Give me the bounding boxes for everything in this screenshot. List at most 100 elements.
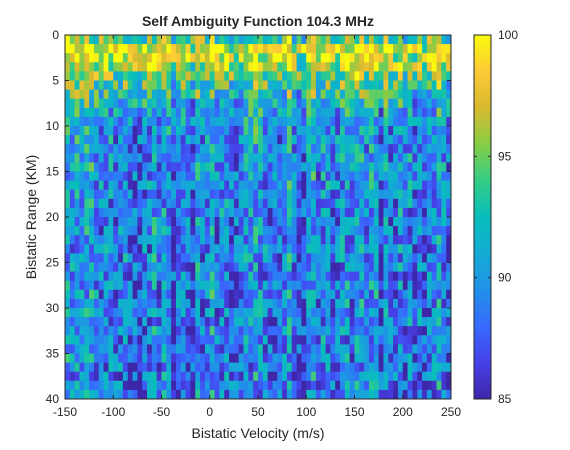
heatmap-cell (224, 326, 230, 336)
heatmap-cell (166, 235, 172, 245)
heatmap-cell (335, 71, 341, 81)
heatmap-cell (286, 107, 293, 118)
heatmap-cell (137, 353, 143, 363)
heatmap-cell (89, 116, 95, 127)
heatmap-cell (84, 153, 90, 163)
heatmap-cell (422, 162, 428, 172)
heatmap-cell (214, 389, 220, 400)
heatmap-cell (359, 335, 365, 345)
heatmap-cell (315, 308, 322, 318)
heatmap-cell (407, 326, 413, 336)
heatmap-cell (277, 335, 283, 345)
heatmap-cell (349, 98, 355, 109)
heatmap-cell (436, 235, 442, 245)
heatmap-cell (383, 62, 389, 72)
heatmap-cell (200, 44, 206, 54)
heatmap-cell (320, 53, 326, 63)
heatmap-cell (171, 44, 177, 54)
heatmap-cell (335, 317, 341, 327)
heatmap-cell (315, 162, 322, 172)
heatmap-cell (113, 362, 119, 373)
heatmap-cell (383, 116, 389, 127)
heatmap-cell (417, 71, 423, 81)
heatmap-cell (267, 362, 273, 373)
heatmap-cell (402, 326, 408, 336)
heatmap-cell (151, 308, 158, 318)
heatmap-cell (267, 89, 273, 100)
heatmap-cell (359, 262, 365, 272)
heatmap-cell (340, 189, 346, 200)
heatmap-cell (248, 189, 254, 200)
heatmap-cell (378, 244, 384, 254)
heatmap-cell (383, 80, 389, 90)
heatmap-cell (291, 126, 297, 136)
y-tick-label: 5 (52, 74, 59, 88)
heatmap-cell (243, 380, 249, 391)
heatmap-cell (407, 44, 413, 54)
heatmap-cell (65, 89, 71, 100)
heatmap-cell (422, 144, 428, 154)
heatmap-cell (282, 53, 288, 63)
heatmap-cell (118, 326, 124, 336)
heatmap-cell (441, 335, 447, 345)
heatmap-cell (441, 271, 447, 282)
heatmap-cell (98, 226, 104, 236)
heatmap-cell (103, 380, 109, 391)
heatmap-cell (89, 89, 95, 100)
heatmap-cell (214, 244, 220, 254)
heatmap-cell (229, 235, 235, 245)
heatmap-cell (190, 80, 196, 90)
heatmap-cell (118, 44, 124, 54)
heatmap-cell (388, 144, 394, 154)
heatmap-cell (315, 298, 322, 309)
heatmap-cell (446, 217, 452, 227)
heatmap-cell (286, 217, 293, 227)
heatmap-cell (340, 71, 346, 81)
heatmap-cell (393, 153, 399, 163)
heatmap-cell (378, 362, 384, 373)
heatmap-cell (190, 298, 196, 309)
heatmap-cell (397, 326, 404, 336)
heatmap-cell (349, 280, 355, 291)
heatmap-cell (397, 162, 404, 172)
heatmap-cell (175, 98, 182, 109)
heatmap-cell (325, 244, 331, 254)
heatmap-cell (417, 98, 423, 109)
heatmap-cell (315, 253, 322, 263)
heatmap-cell (301, 308, 307, 318)
heatmap-cell (417, 135, 423, 145)
heatmap-cell (417, 308, 423, 318)
heatmap-cell (195, 262, 201, 272)
heatmap-cell (113, 107, 119, 118)
heatmap-cell (320, 135, 326, 145)
heatmap-cell (243, 62, 249, 72)
heatmap-cell (98, 126, 104, 136)
heatmap-cell (238, 89, 244, 100)
heatmap-cell (195, 371, 201, 382)
heatmap-cell (84, 335, 90, 345)
heatmap-cell (151, 98, 158, 109)
heatmap-cell (190, 116, 196, 127)
heatmap-cell (118, 389, 124, 400)
heatmap-cell (161, 371, 167, 382)
heatmap-cell (383, 44, 389, 54)
heatmap-cell (272, 189, 278, 200)
heatmap-cell (262, 262, 269, 272)
heatmap-cell (388, 389, 394, 400)
heatmap-cell (393, 198, 399, 209)
heatmap-cell (69, 62, 76, 72)
heatmap-cell (306, 80, 312, 90)
heatmap-cell (93, 116, 100, 127)
heatmap-cell (325, 153, 331, 163)
heatmap-cell (272, 244, 278, 254)
heatmap-cell (417, 353, 423, 363)
heatmap-cell (393, 326, 399, 336)
heatmap-cell (335, 235, 341, 245)
heatmap-cell (248, 107, 254, 118)
heatmap-cell (253, 289, 259, 300)
heatmap-cell (364, 308, 370, 318)
heatmap-cell (422, 207, 428, 218)
heatmap-cell (200, 116, 206, 127)
heatmap-cell (233, 317, 240, 327)
heatmap-cell (296, 262, 302, 272)
